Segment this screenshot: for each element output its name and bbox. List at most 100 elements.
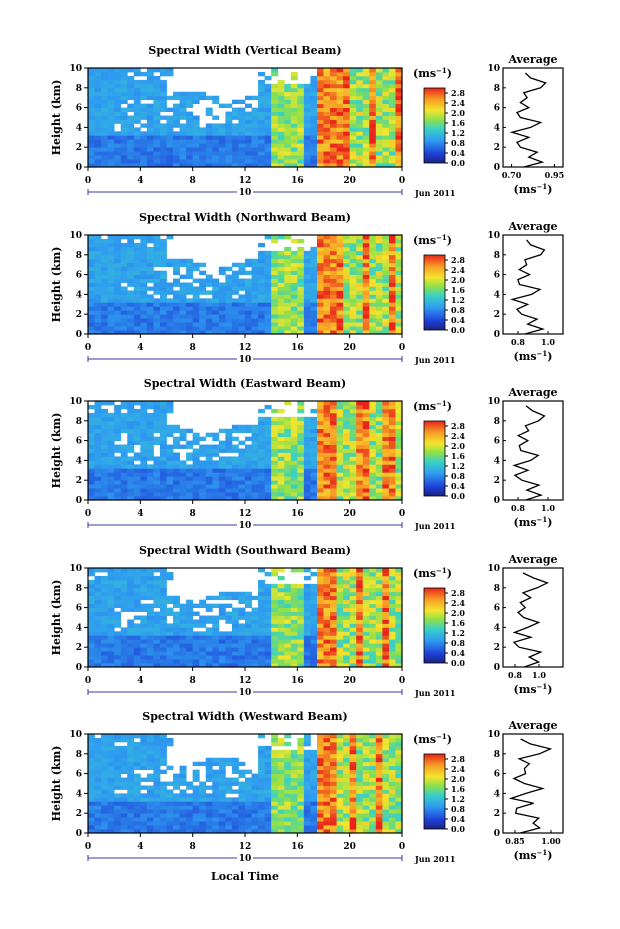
heatmap-cell (127, 143, 135, 148)
heatmap-cell (212, 143, 220, 148)
heatmap-cell (297, 322, 305, 327)
heatmap-cell (179, 781, 187, 786)
heatmap-cell (382, 663, 390, 668)
heatmap-cell (133, 472, 141, 477)
heatmap-cell (375, 119, 383, 124)
heatmap-cell (245, 159, 252, 164)
heatmap-cell (258, 448, 266, 453)
heatmap-cell (356, 404, 364, 410)
heatmap-cell (284, 599, 292, 605)
heatmap-cell (153, 460, 161, 465)
heatmap-cell (258, 306, 266, 311)
heatmap-cell (316, 401, 324, 406)
heatmap-cell (179, 107, 187, 112)
heatmap-cell (205, 769, 213, 774)
heatmap-cell (336, 131, 344, 136)
heatmap-cell (290, 107, 298, 112)
heatmap-cell (186, 480, 194, 485)
heatmap-cell (159, 103, 167, 108)
heatmap-cell (343, 643, 351, 648)
y-tick-label: 4 (76, 123, 82, 133)
heatmap-cell (323, 651, 331, 656)
heatmap-cell (284, 635, 292, 640)
heatmap-cell (310, 95, 318, 101)
heatmap-cell (238, 651, 246, 656)
heatmap-cell (231, 262, 239, 268)
heatmap-cell (153, 159, 161, 164)
heatmap-cell (159, 568, 167, 573)
heatmap-cell (264, 647, 272, 652)
heatmap-cell (212, 159, 220, 164)
heatmap-cell (258, 460, 266, 465)
heatmap-cell (388, 460, 396, 465)
heatmap-cell (205, 131, 213, 136)
heatmap-cell (212, 468, 220, 473)
heatmap-cell (303, 310, 311, 315)
heatmap-cell (107, 741, 115, 747)
heatmap-cell (225, 643, 233, 648)
heatmap-cell (231, 123, 239, 128)
heatmap-cell (349, 306, 357, 311)
heatmap-cell (264, 789, 272, 794)
heatmap-cell (238, 262, 246, 268)
heatmap-cell (153, 761, 161, 767)
heatmap-cell (316, 659, 324, 664)
heatmap-cell (114, 476, 122, 481)
heatmap-cell (127, 468, 135, 473)
heatmap-cell (245, 789, 252, 794)
heatmap-cell (369, 440, 377, 445)
heatmap-cell (284, 631, 292, 636)
heatmap-cell (107, 274, 115, 279)
heatmap-cell (388, 480, 396, 485)
heatmap-cell (284, 611, 292, 616)
heatmap-cell (297, 286, 305, 291)
heatmap-cell (140, 643, 148, 648)
heatmap-cell (101, 492, 109, 497)
heatmap-cell (127, 761, 135, 767)
heatmap-cell (245, 627, 252, 632)
heatmap-cell (310, 91, 318, 97)
heatmap-cell (369, 647, 377, 652)
heatmap-cell (375, 326, 383, 331)
heatmap-cell (192, 631, 200, 636)
heatmap-cell (382, 420, 390, 426)
heatmap-cell (238, 452, 246, 457)
heatmap-cell (271, 318, 279, 323)
heatmap-cell (349, 318, 357, 323)
heatmap-cell (395, 448, 403, 453)
heatmap-cell (323, 635, 331, 640)
heatmap-cell (146, 115, 154, 120)
heatmap-cell (349, 163, 357, 168)
heatmap-cell (140, 87, 148, 93)
heatmap-cell (120, 647, 128, 652)
heatmap-cell (114, 151, 122, 156)
heatmap-cell (382, 151, 390, 156)
heatmap-cell (114, 773, 122, 778)
heatmap-cell (133, 322, 141, 327)
heatmap-cell (323, 627, 331, 632)
heatmap-cell (349, 452, 357, 457)
heatmap-cell (297, 599, 305, 605)
heatmap-cell (107, 266, 115, 272)
heatmap-cell (303, 496, 311, 501)
heatmap-cell (382, 290, 390, 295)
heatmap-cell (94, 456, 102, 461)
heatmap-cell (382, 615, 390, 620)
heatmap-cell (127, 306, 135, 311)
heatmap-cell (140, 444, 148, 449)
heatmap-cell (316, 330, 324, 335)
heatmap-cell (133, 765, 141, 771)
heatmap-cell (166, 155, 174, 160)
heatmap-cell (356, 123, 364, 128)
heatmap-cell (133, 797, 141, 802)
heatmap-cell (349, 488, 357, 493)
heatmap-cell (271, 749, 279, 755)
heatmap-cell (310, 468, 318, 473)
heatmap-cell (284, 127, 292, 132)
heatmap-cell (284, 318, 292, 323)
heatmap-cell (120, 314, 128, 319)
heatmap-cell (225, 159, 233, 164)
heatmap-cell (362, 238, 370, 244)
heatmap-cell (382, 647, 390, 652)
heatmap-cell (264, 428, 272, 434)
